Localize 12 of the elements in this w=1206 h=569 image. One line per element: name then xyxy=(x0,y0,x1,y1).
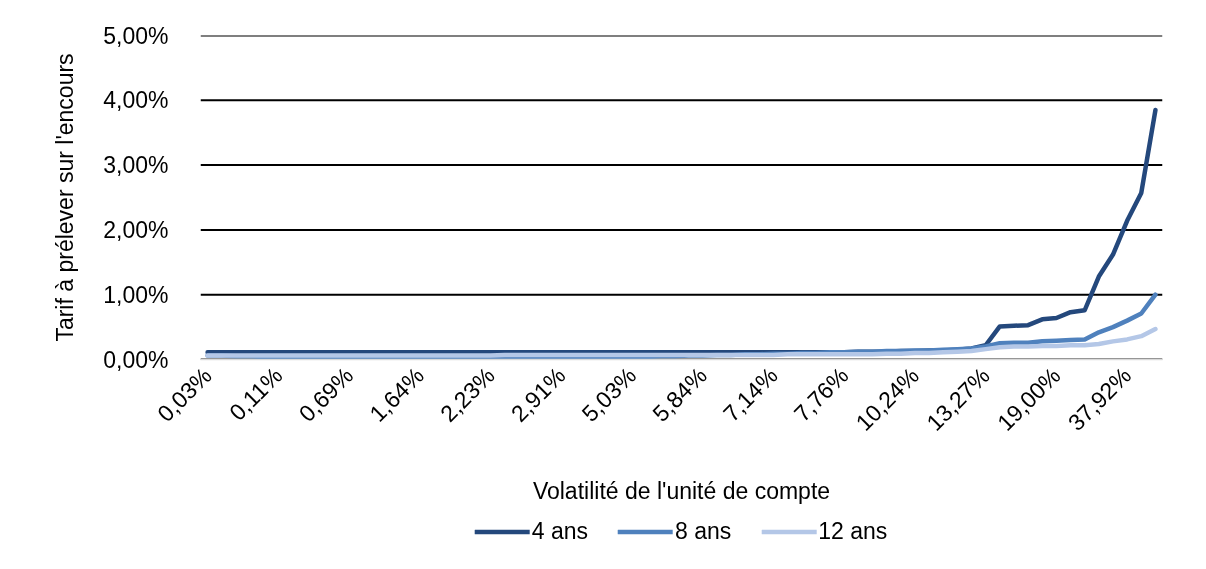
y-tick-label: 0,00% xyxy=(103,346,169,373)
line-series xyxy=(205,326,1158,358)
y-tick-label: 3,00% xyxy=(103,152,169,179)
y-tick-label: 5,00% xyxy=(103,22,169,49)
legend-label: 4 ans xyxy=(531,517,588,545)
legend-label: 8 ans xyxy=(674,517,732,545)
y-tick-label: 1,00% xyxy=(103,281,169,308)
legend-label: 12 ans xyxy=(818,517,888,545)
y-axis-title: Tarif à prélever sur l'encours xyxy=(52,53,79,342)
x-axis-title: Volatilité de l'unité de compte xyxy=(532,478,831,505)
y-tick-label: 2,00% xyxy=(103,216,169,243)
y-tick-label: 4,00% xyxy=(103,87,169,114)
